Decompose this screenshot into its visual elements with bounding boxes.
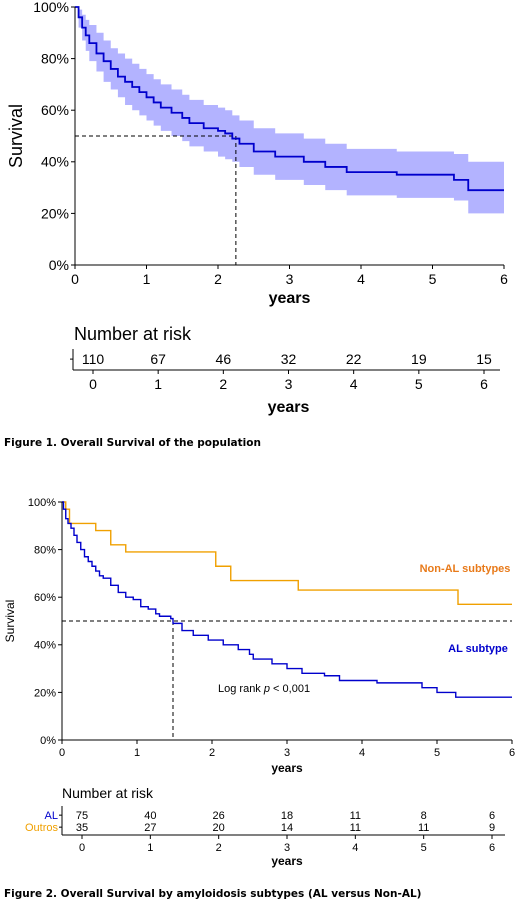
fig1-confidence-band [75,7,504,214]
fig2-annotation-italic: p [263,683,270,695]
fig2-risk-value: 26 [213,810,225,822]
fig2-risk-x-tick-label: 1 [147,842,153,854]
fig2-x-tick-label: 5 [434,747,440,759]
fig1-risk-value: 46 [216,351,232,367]
fig1-risk-table-title: Number at risk [74,324,192,344]
fig2-risk-value: 40 [144,810,156,822]
fig1-risk-x-tick-label: 1 [154,376,162,392]
fig1-y-axis-label: Survival [6,104,26,168]
fig2-risk-value: 8 [421,810,427,822]
fig2-risk-table-title: Number at risk [62,785,154,801]
fig2-series-label-1: AL subtype [448,643,508,655]
fig2-y-axis-label: Survival [3,600,17,643]
fig1-risk-x-tick-label: 2 [219,376,227,392]
fig1-x-tick-label: 2 [214,271,222,287]
fig2-y-tick-label: 20% [34,687,56,699]
fig2-x-tick-label: 2 [209,747,215,759]
fig1-y-tick-label: 40% [41,154,69,170]
fig2-y-tick-label: 40% [34,640,56,652]
fig1-risk-x-tick-label: 0 [89,376,97,392]
fig2-risk-row-label-1: Outros [25,822,59,834]
fig1-risk-value: 67 [150,351,166,367]
fig2-risk-value: 14 [281,822,293,834]
fig1-risk-x-axis-label: years [268,399,310,416]
fig2-risk-x-tick-label: 0 [79,842,85,854]
fig2-risk-x-axis-label: years [271,854,303,868]
fig2-x-tick-label: 3 [284,747,290,759]
figure-1-caption: Figure 1. Overall Survival of the popula… [4,437,261,449]
fig1-y-tick-label: 80% [41,51,69,67]
fig2-x-tick-label: 6 [509,747,515,759]
fig1-risk-value: 22 [346,351,362,367]
fig1-x-tick-label: 0 [71,271,79,287]
figure-2-survival-chart: 0% 20% 40% 60% 80% 100% 0 1 2 3 4 5 6 years Survival No… [3,497,515,868]
fig1-risk-value: 19 [411,351,427,367]
fig2-annotation-suffix: < 0,001 [270,683,310,695]
fig2-survival-curve-0 [62,501,512,606]
fig1-risk-value: 32 [281,351,297,367]
fig2-risk-value: 35 [76,822,88,834]
figure-1-survival-chart: 0% 20% 40% 60% 80% 100% 0 1 2 3 4 5 6 years Survival Nu… [6,0,508,416]
fig2-series-label-0: Non-AL subtypes [420,563,511,575]
fig1-x-tick-label: 3 [286,271,294,287]
fig2-risk-x-tick-label: 5 [421,842,427,854]
fig1-survival-curve-0 [75,6,504,192]
fig2-risk-value: 11 [350,822,361,834]
fig1-risk-x-tick-label: 5 [415,376,423,392]
fig2-y-tick-label: 80% [34,544,56,556]
fig2-risk-row-label-0: AL [45,810,58,822]
fig1-x-tick-label: 5 [429,271,437,287]
fig2-survival-curve-1 [62,501,512,698]
fig1-y-tick-label: 100% [33,0,69,15]
fig1-y-tick-label: 0% [49,257,69,273]
fig2-y-tick-label: 100% [28,497,56,509]
fig2-risk-x-tick-label: 2 [216,842,222,854]
fig1-risk-value: 110 [82,351,105,367]
fig2-x-tick-label: 0 [59,747,65,759]
fig2-risk-value: 75 [76,810,88,822]
fig2-risk-x-tick-label: 3 [284,842,290,854]
fig2-risk-value: 18 [281,810,293,822]
fig2-x-axis-label: years [271,761,303,775]
fig1-risk-x-tick-label: 3 [285,376,293,392]
fig1-x-tick-label: 1 [143,271,151,287]
fig2-annotation-prefix: Log rank [218,683,264,695]
fig2-risk-x-tick-label: 4 [352,842,358,854]
fig2-risk-value: 11 [418,822,429,834]
fig2-risk-value: 27 [144,822,156,834]
fig2-x-tick-label: 1 [134,747,140,759]
fig2-y-tick-label: 60% [34,592,56,604]
fig2-risk-value: 11 [350,810,361,822]
fig2-log-rank-annotation: Log rank p < 0,001 [218,683,310,695]
fig2-risk-value: 20 [213,822,225,834]
figure-2-caption: Figure 2. Overall Survival by amyloidosi… [4,888,422,900]
fig2-x-tick-label: 4 [359,747,365,759]
fig1-risk-x-tick-label: 6 [480,376,488,392]
fig2-risk-value: 9 [489,822,495,834]
fig1-x-tick-label: 4 [357,271,365,287]
fig1-y-tick-label: 60% [41,102,69,118]
fig2-risk-x-tick-label: 6 [489,842,495,854]
fig1-risk-x-tick-label: 4 [350,376,358,392]
fig1-x-axis-label: years [269,290,311,307]
fig2-risk-value: 6 [489,810,495,822]
fig1-y-tick-label: 20% [41,205,69,221]
fig1-risk-value: 15 [476,351,492,367]
fig2-y-tick-label: 0% [40,735,56,747]
fig1-x-tick-label: 6 [500,271,508,287]
